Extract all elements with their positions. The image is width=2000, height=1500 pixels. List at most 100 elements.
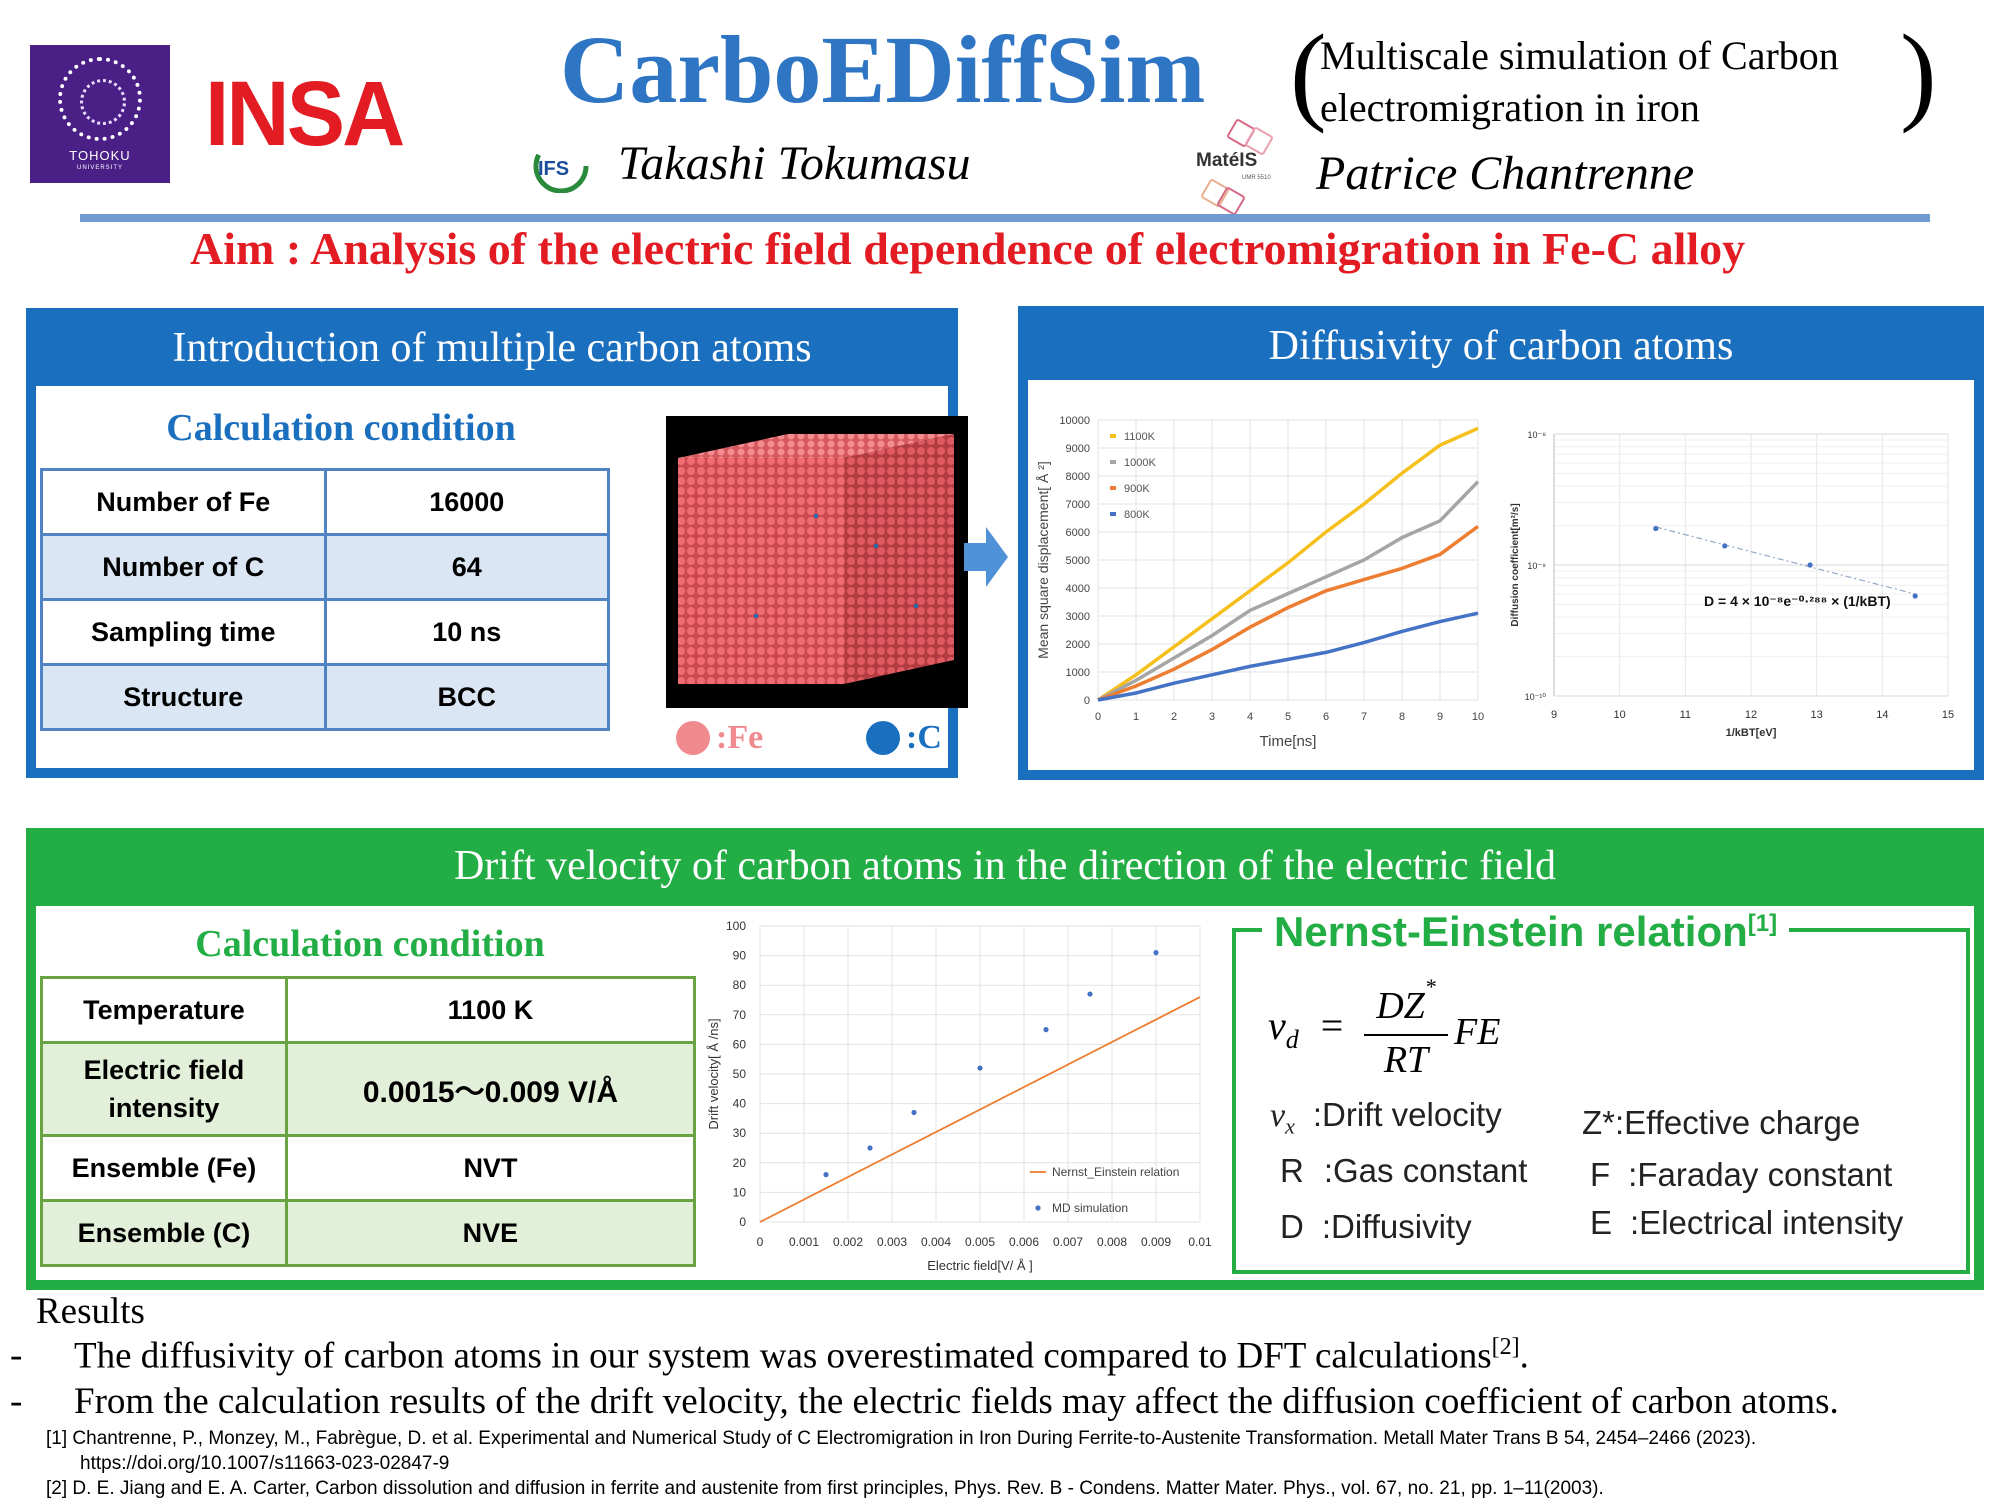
- drift-panel-title: Drift velocity of carbon atoms in the di…: [453, 843, 1557, 889]
- table-row: Electric field intensity 0.0015～0.009 V/…: [40, 1041, 697, 1137]
- cube-top-face: [678, 434, 954, 458]
- definition-symbol: D: [1280, 1208, 1304, 1245]
- md-simulation-point: [1087, 991, 1093, 997]
- intro-panel: Introduction of multiple carbon atoms Ca…: [26, 308, 968, 778]
- ifs-logo: IFS: [533, 138, 589, 193]
- x-tick-label: 14: [1876, 709, 1888, 721]
- md-simulation-point: [1153, 950, 1159, 956]
- table-cell-label: Sampling time: [40, 598, 327, 666]
- data-point: [1653, 525, 1659, 532]
- y-axis-label: Mean square displacement[ Å ²]: [1035, 461, 1051, 659]
- subtitle-line-2: electromigration in iron: [1320, 85, 1700, 130]
- mateis-logo-small: UMR 5510: [1242, 175, 1271, 181]
- table-cell-value: 1100 K: [284, 976, 697, 1044]
- y-tick-label: 50: [733, 1067, 747, 1081]
- y-tick-label: 70: [733, 1008, 747, 1022]
- x-tick-label: 6: [1323, 711, 1329, 723]
- y-tick-label: 10: [733, 1185, 747, 1199]
- author-chantrenne: Patrice Chantrenne: [1316, 147, 1695, 200]
- definition-text: :Electrical intensity: [1630, 1204, 1904, 1241]
- msd-chart: 0100020003000400050006000700080009000100…: [1035, 415, 1484, 750]
- data-point: [1722, 543, 1728, 549]
- data-point: [1912, 593, 1918, 599]
- x-tick-label: 0: [1095, 711, 1101, 723]
- definition-d: D :Diffusivity: [1280, 1208, 1472, 1246]
- table-cell-label: Ensemble (Fe): [40, 1134, 288, 1202]
- author-tokumasu: Takashi Tokumasu: [618, 137, 971, 190]
- y-tick-label: 6000: [1066, 527, 1090, 539]
- y-tick-label: 80: [733, 978, 747, 992]
- legend-label: 900K: [1124, 483, 1150, 495]
- y-tick-label: 0: [1084, 695, 1090, 707]
- equation-rhs: FE: [1454, 1011, 1501, 1053]
- definition-text: :Diffusivity: [1321, 1208, 1472, 1245]
- x-tick-label: 9: [1437, 711, 1443, 723]
- intro-panel-title: Introduction of multiple carbon atoms: [172, 325, 812, 371]
- legend-label: 1100K: [1124, 431, 1156, 443]
- x-tick-label: 0.004: [921, 1235, 951, 1249]
- x-tick-label: 0.01: [1188, 1235, 1212, 1249]
- drift-condition-table: Temperature 1100 K Electric field intens…: [40, 976, 697, 1267]
- fe-legend-dot: [676, 721, 710, 755]
- x-axis-label: Electric field[V/ Å ]: [927, 1258, 1032, 1273]
- table-cell-value: NVE: [284, 1199, 697, 1267]
- series-line-1100K: [1097, 426, 1479, 702]
- table-cell-label: Ensemble (C): [40, 1199, 288, 1267]
- equation-numerator-text: DZ: [1376, 985, 1425, 1027]
- equation-lhs-sub: d: [1285, 1025, 1299, 1054]
- y-axis-label: Drift velocity[ Å /ns]: [706, 1018, 721, 1129]
- c-legend-dot: [866, 721, 900, 755]
- legend-label: 1000K: [1124, 457, 1156, 469]
- results-bullet-2: From the calculation results of the drif…: [74, 1381, 1839, 1422]
- y-tick-label: 30: [733, 1126, 747, 1140]
- nernst-einstein-line: [759, 996, 1201, 1223]
- md-simulation-point: [867, 1145, 873, 1151]
- y-tick-label: 9000: [1066, 443, 1090, 455]
- y-tick-label: 3000: [1066, 611, 1090, 623]
- drift-calc-heading: Calculation condition: [195, 923, 545, 965]
- y-axis-label: Diffusion coefficient[m²/s]: [1510, 503, 1521, 626]
- diffusivity-panel-title: Diffusivity of carbon atoms: [1268, 323, 1734, 369]
- definition-symbol: F: [1590, 1156, 1611, 1193]
- aim-statement: Aim : Analysis of the electric field dep…: [190, 223, 1746, 274]
- table-cell-value: 10 ns: [323, 598, 610, 666]
- subtitle-line-1: Multiscale simulation of Carbon: [1320, 33, 1839, 78]
- y-tick-label: 100: [726, 919, 746, 933]
- intro-panel-body: Calculation condition Number of Fe 16000…: [36, 386, 968, 768]
- diffusivity-panel: Diffusivity of carbon atoms 0 1000 2000 300…: [1018, 306, 1984, 780]
- legend-swatch: [1035, 1205, 1041, 1211]
- table-cell-value: 16000: [323, 468, 610, 536]
- equation-denominator: RT: [1383, 1039, 1429, 1081]
- definition-text: :Effective charge: [1615, 1104, 1861, 1141]
- table-cell-value: 0.0015～0.009 V/Å: [284, 1041, 697, 1137]
- right-parenthesis: ): [1900, 12, 1937, 134]
- trendline: [1655, 526, 1916, 595]
- y-tick-label: 40: [733, 1097, 747, 1111]
- c-legend-label: :C: [906, 719, 942, 756]
- x-tick-label: 2: [1171, 711, 1177, 723]
- x-tick-label: 0.009: [1141, 1235, 1171, 1249]
- legend-label: MD simulation: [1052, 1201, 1128, 1215]
- table-cell-label: Number of C: [40, 533, 327, 601]
- table-cell-label: Structure: [40, 663, 327, 731]
- x-tick-label: 7: [1361, 711, 1367, 723]
- reference-1: [1] Chantrenne, P., Monzey, M., Fabrègue…: [46, 1428, 1757, 1449]
- tohoku-emblem-icon: [58, 57, 142, 141]
- y-tick-label: 10⁻⁸: [1527, 430, 1546, 440]
- data-point: [1807, 562, 1813, 568]
- results-bullet-1-text: The diffusivity of carbon atoms in our s…: [74, 1335, 1492, 1377]
- definition-symbol: Z*: [1582, 1104, 1615, 1141]
- intro-condition-table: Number of Fe 16000 Number of C 64 Sampli…: [40, 468, 610, 731]
- md-simulation-point: [977, 1065, 983, 1071]
- definition-symbol: E: [1590, 1204, 1613, 1241]
- x-tick-label: 5: [1285, 711, 1291, 723]
- left-parenthesis: (: [1290, 12, 1327, 134]
- x-tick-label: 0: [757, 1235, 764, 1249]
- table-row: Structure BCC: [40, 663, 610, 731]
- x-tick-label: 0.001: [789, 1235, 819, 1249]
- fe-legend-label: :Fe: [716, 719, 764, 756]
- legend-label: 800K: [1124, 509, 1150, 521]
- y-tick-label: 2000: [1066, 639, 1090, 651]
- nernst-einstein-title: Nernst-Einstein relation[1]: [1262, 908, 1790, 956]
- table-cell-value: NVT: [284, 1134, 697, 1202]
